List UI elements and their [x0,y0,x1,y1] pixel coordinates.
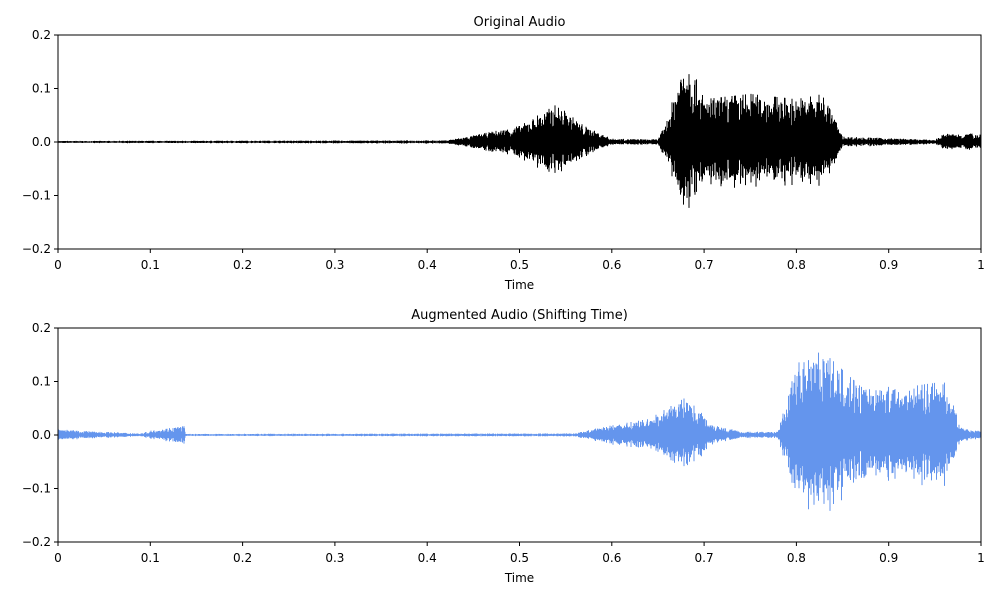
x-tick-label: 0.2 [233,258,252,272]
y-tick-label: −0.1 [22,482,51,496]
x-tick-label: 0.3 [325,258,344,272]
x-tick-label: 1 [977,551,985,565]
original-audio-plot: Original Audio 0.2 0.1 0.0 −0.1 −0.20 0.1 0.2 0.… [22,15,985,292]
x-tick-label: 0.8 [787,551,806,565]
x-tick-label: 0.7 [695,551,714,565]
augmented-audio-plot: Augmented Audio (Shifting Time) 0.2 0.1 0.0… [22,308,985,585]
y-tick-label: 0.2 [32,321,51,335]
x-tick-label: 0.3 [325,551,344,565]
y-tick-label: −0.2 [22,535,51,549]
x-tick-label: 0.8 [787,258,806,272]
y-tick-label: −0.2 [22,242,51,256]
x-tick-label: 0.9 [879,551,898,565]
plot-title: Original Audio [474,15,566,30]
x-tick-label: 0.5 [510,258,529,272]
x-tick-label: 0.1 [141,258,160,272]
x-axis-label: Time [504,278,534,292]
y-tick-label: 0.0 [32,428,51,442]
y-tick-label: −0.1 [22,189,51,203]
x-axis-label: Time [504,571,534,585]
waveform-line [57,74,982,208]
waveform-line [57,352,982,511]
x-tick-label: 0.7 [695,258,714,272]
y-tick-label: 0.1 [32,82,51,96]
x-tick-label: 0.6 [602,258,621,272]
y-tick-label: 0.2 [32,28,51,42]
x-tick-label: 0.1 [141,551,160,565]
x-tick-label: 0 [54,551,62,565]
x-tick-label: 0.5 [510,551,529,565]
y-tick-label: 0.0 [32,135,51,149]
plot-title: Augmented Audio (Shifting Time) [411,308,628,323]
x-tick-label: 0.4 [418,551,437,565]
x-tick-label: 0.4 [418,258,437,272]
x-tick-label: 0 [54,258,62,272]
x-tick-label: 0.6 [602,551,621,565]
x-tick-label: 0.9 [879,258,898,272]
y-tick-label: 0.1 [32,375,51,389]
x-tick-label: 0.2 [233,551,252,565]
x-tick-label: 1 [977,258,985,272]
